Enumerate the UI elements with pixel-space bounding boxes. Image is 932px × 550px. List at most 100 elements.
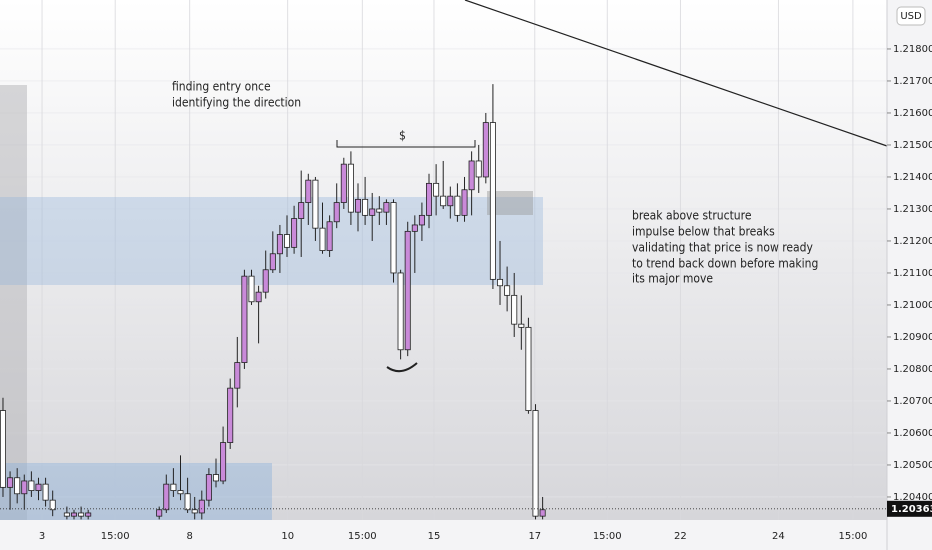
annotation: finding entry once <box>172 80 271 94</box>
candle-body <box>312 179 319 229</box>
candle-body <box>63 512 70 517</box>
candle-body <box>227 387 234 443</box>
y-tick-label: 1.20700 <box>893 396 932 407</box>
candle-body <box>284 234 291 248</box>
candle-body <box>0 410 6 488</box>
y-tick-label: 1.21100 <box>893 268 932 279</box>
last-price-tag <box>887 500 932 517</box>
annotation: validating that price is now ready <box>632 241 814 255</box>
x-tick-label: 24 <box>772 531 785 542</box>
currency-label[interactable]: USD <box>900 11 922 22</box>
candle-body <box>326 221 333 251</box>
candle-body <box>191 509 198 514</box>
candle-body <box>170 483 177 491</box>
candle-body <box>433 182 440 197</box>
y-tick-label: 1.21700 <box>893 76 932 87</box>
price-axis-background <box>887 0 932 550</box>
x-tick-label: 3 <box>39 531 45 542</box>
candle-body <box>262 269 269 293</box>
candle-body <box>205 474 212 501</box>
candle-body <box>333 202 340 223</box>
candle-body <box>78 512 85 517</box>
candle-body <box>305 179 312 203</box>
candle-body <box>355 198 362 213</box>
y-tick-label: 1.21800 <box>893 44 932 55</box>
candle-body <box>248 275 255 303</box>
candle-body <box>241 275 248 363</box>
candle-body <box>35 483 42 491</box>
candle-body <box>7 477 14 488</box>
candle-body <box>49 499 56 511</box>
annotation: break above structure <box>632 209 752 223</box>
y-tick-label: 1.21400 <box>893 172 932 183</box>
annotation: $ <box>399 129 406 143</box>
y-tick-label: 1.20500 <box>893 460 932 471</box>
y-tick-label: 1.21500 <box>893 140 932 151</box>
y-tick-label: 1.21200 <box>893 236 932 247</box>
candle-body <box>461 189 468 216</box>
candle-body <box>411 224 418 232</box>
supply-zone <box>0 197 543 285</box>
candle-body <box>468 160 475 191</box>
candle-body <box>21 480 28 495</box>
x-tick-label: 15:00 <box>348 531 377 542</box>
candle-body <box>426 182 433 216</box>
trend-line <box>464 0 888 147</box>
candle-body <box>482 122 489 178</box>
candle-body <box>269 253 276 271</box>
candle-body <box>525 326 532 411</box>
candle-body <box>298 202 305 219</box>
y-tick-label: 1.20400 <box>893 492 932 503</box>
candle-body <box>397 272 404 351</box>
y-tick-label: 1.21000 <box>893 300 932 311</box>
candle-body <box>42 483 49 501</box>
candle-body <box>177 490 184 495</box>
candle-body <box>163 483 170 511</box>
candle-body <box>404 230 411 351</box>
candle-body <box>184 493 191 511</box>
x-tick-label: 17 <box>528 531 541 542</box>
candle-body <box>447 195 454 207</box>
x-tick-label: 15:00 <box>593 531 622 542</box>
candle-body <box>518 323 525 328</box>
candle-body <box>234 362 241 389</box>
candle-body <box>376 208 383 213</box>
x-tick-label: 15:00 <box>839 531 868 542</box>
candle-body <box>340 163 347 203</box>
candle-body <box>454 195 461 216</box>
candle-body <box>276 234 283 255</box>
candle-body <box>319 227 326 251</box>
candle-body <box>14 477 21 495</box>
candle-body <box>390 202 397 274</box>
range-bracket <box>336 140 476 148</box>
currency-badge[interactable] <box>896 6 926 26</box>
candle-body <box>362 198 369 216</box>
candle-body <box>504 285 511 296</box>
candle-body <box>532 410 539 517</box>
candle-body <box>347 163 354 213</box>
demand-zone <box>0 463 272 520</box>
x-tick-label: 15:00 <box>101 531 130 542</box>
candle-body <box>198 499 205 514</box>
candle-body <box>383 202 390 213</box>
annotation: to trend back down before making <box>632 257 818 271</box>
candle-body <box>70 512 77 517</box>
candle-body <box>255 291 262 303</box>
candle-body <box>440 195 447 207</box>
annotation: impulse below that breaks <box>632 225 775 239</box>
annotation: its major move <box>632 272 713 286</box>
annotation: identifying the direction <box>172 96 301 110</box>
y-tick-label: 1.21600 <box>893 108 932 119</box>
y-tick-label: 1.20900 <box>893 332 932 343</box>
x-tick-label: 15 <box>428 531 441 542</box>
x-tick-label: 10 <box>281 531 294 542</box>
candle-body <box>497 278 504 287</box>
candle-body <box>489 122 496 280</box>
candle-body <box>28 480 35 491</box>
last-price-label: 1.20363 <box>891 504 932 515</box>
candle-body <box>85 512 92 517</box>
candle-body <box>212 474 219 482</box>
y-tick-label: 1.20600 <box>893 428 932 439</box>
candle-body <box>156 509 163 517</box>
